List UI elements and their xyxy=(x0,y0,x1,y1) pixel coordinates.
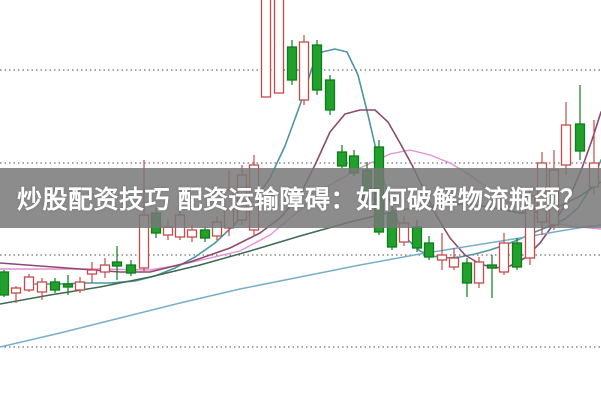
candle-body xyxy=(336,151,348,167)
candle-body xyxy=(99,264,111,273)
ma-purple-line xyxy=(0,109,601,273)
candle-body xyxy=(511,242,523,268)
candle-body xyxy=(186,229,198,238)
headline-text: 炒股配资技巧 配资运输障碍：如何破解物流瓶颈？ xyxy=(17,186,586,214)
candle-body xyxy=(260,0,272,98)
candle-body xyxy=(461,262,473,284)
candle-body xyxy=(498,242,510,273)
candle-body xyxy=(125,264,137,274)
candle-body xyxy=(49,281,61,291)
candle-body xyxy=(86,269,98,275)
ma-lightblue-line xyxy=(0,224,601,348)
candle-body xyxy=(23,276,35,291)
candle-body xyxy=(286,46,298,81)
candle-body xyxy=(111,261,123,267)
candle-body xyxy=(574,123,586,152)
candle-body xyxy=(473,261,485,284)
candle-body xyxy=(436,254,448,261)
candle-body xyxy=(486,264,498,269)
candle-body xyxy=(74,281,86,291)
candle-body xyxy=(199,229,211,239)
candle-body xyxy=(311,44,323,91)
candle-body xyxy=(560,124,572,166)
candle-body xyxy=(423,242,435,258)
candle-body xyxy=(0,271,10,296)
candle-body xyxy=(448,257,460,268)
candle-body xyxy=(411,226,423,249)
candle-body xyxy=(273,0,285,94)
candle-body xyxy=(324,79,336,111)
headline-banner: 炒股配资技巧 配资运输障碍：如何破解物流瓶颈？ xyxy=(0,168,601,228)
candle-body xyxy=(298,41,310,101)
candle-body xyxy=(36,281,48,293)
candle-body xyxy=(62,283,74,288)
candle-body xyxy=(162,226,174,236)
candle-body xyxy=(10,287,22,294)
